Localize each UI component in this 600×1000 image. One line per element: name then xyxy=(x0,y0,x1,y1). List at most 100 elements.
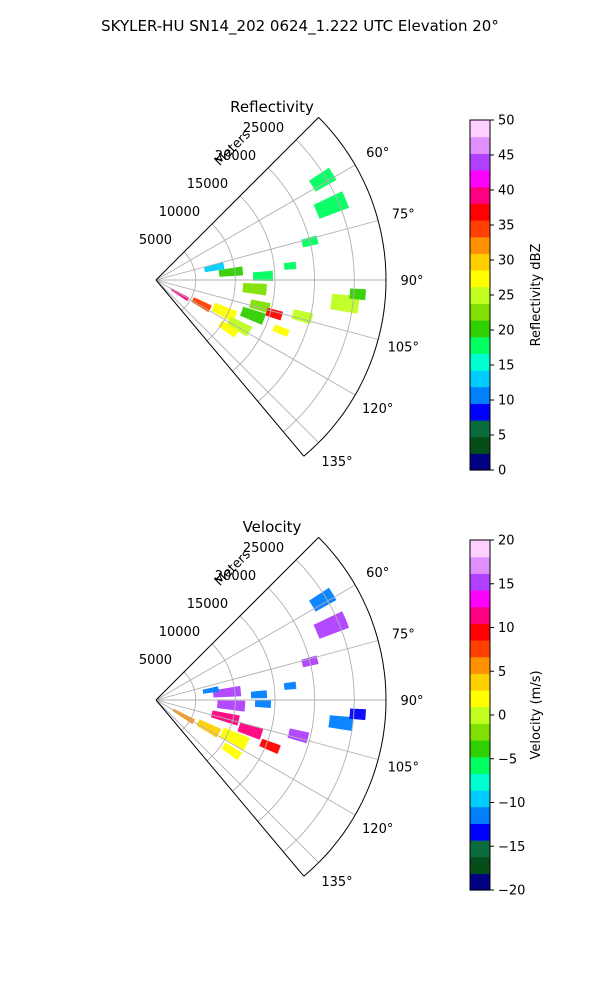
range-ring-3 xyxy=(257,167,316,402)
echo-region-9 xyxy=(202,686,219,694)
colorbar-tick-label-5: 25 xyxy=(498,289,515,304)
azimuth-gridline-3 xyxy=(155,279,379,340)
range-tick-label-0: 5000 xyxy=(139,233,172,248)
range-tick-label-2: 15000 xyxy=(187,597,228,612)
velocity-title: Velocity xyxy=(243,518,302,536)
sector-outer-arc xyxy=(303,117,387,457)
echo-region-15 xyxy=(349,288,366,301)
colorbar-swatch-8 xyxy=(470,320,490,338)
colorbar-swatch-17 xyxy=(470,590,490,608)
colorbar-swatch-15 xyxy=(470,623,490,641)
range-ring-0 xyxy=(181,251,197,311)
colorbar-swatch-6 xyxy=(470,353,490,371)
azimuth-gridline-1 xyxy=(155,220,379,281)
sector-outer-arc xyxy=(303,537,387,877)
echo-region-14 xyxy=(349,708,366,721)
colorbar-swatch-19 xyxy=(470,136,490,154)
colorbar-swatch-14 xyxy=(470,640,490,658)
colorbar-swatch-5 xyxy=(470,370,490,388)
colorbar-swatch-3 xyxy=(470,403,490,421)
colorbar-swatch-9 xyxy=(470,723,490,741)
colorbar-swatch-9 xyxy=(470,303,490,321)
colorbar-swatch-14 xyxy=(470,220,490,238)
azimuth-tick-label-1: 75° xyxy=(392,628,415,643)
azimuth-tick-label-2: 90° xyxy=(400,694,423,709)
colorbar-tick-label-8: 20 xyxy=(498,534,515,549)
colorbar-tick-label-4: 0 xyxy=(498,709,506,724)
colorbar-tick-label-0: −20 xyxy=(498,884,525,899)
range-tick-label-4: 25000 xyxy=(243,541,284,556)
range-ring-3 xyxy=(257,587,316,822)
colorbar-tick-label-3: 15 xyxy=(498,359,515,374)
colorbar-tick-label-4: 20 xyxy=(498,324,515,339)
colorbar-tick-label-1: −15 xyxy=(498,840,525,855)
colorbar-tick-label-1: 5 xyxy=(498,429,506,444)
figure-suptitle: SKYLER-HU SN14_202 0624_1.222 UTC Elevat… xyxy=(101,17,499,36)
colorbar-swatch-10 xyxy=(470,706,490,724)
range-ring-1 xyxy=(206,223,236,342)
range-ring-1 xyxy=(206,643,236,762)
azimuth-gridline-0 xyxy=(155,584,356,701)
azimuth-tick-label-1: 75° xyxy=(392,208,415,223)
echo-region-19 xyxy=(283,261,297,270)
colorbar-swatch-0 xyxy=(470,873,490,891)
colorbar-tick-label-0: 0 xyxy=(498,464,506,479)
echo-region-18 xyxy=(283,681,297,690)
sector-edge-start xyxy=(155,537,319,701)
colorbar-swatch-18 xyxy=(470,153,490,171)
azimuth-gridline-5 xyxy=(155,699,319,863)
echo-region-9 xyxy=(242,283,267,296)
colorbar-swatch-11 xyxy=(470,690,490,708)
range-ring-2 xyxy=(232,615,276,792)
colorbar-tick-label-2: −10 xyxy=(498,796,525,811)
azimuth-gridline-4 xyxy=(155,279,356,396)
echo-region-4 xyxy=(218,320,239,338)
range-tick-label-4: 25000 xyxy=(243,121,284,136)
azimuth-gridline-4 xyxy=(155,699,356,816)
range-ring-0 xyxy=(181,671,197,731)
echo-region-10 xyxy=(254,700,271,708)
colorbar-swatch-2 xyxy=(470,420,490,438)
azimuth-tick-label-0: 60° xyxy=(366,566,389,581)
colorbar-swatch-18 xyxy=(470,573,490,591)
azimuth-gridline-3 xyxy=(155,699,379,760)
azimuth-tick-label-5: 135° xyxy=(321,875,352,890)
colorbar-tick-label-8: 40 xyxy=(498,184,515,199)
echo-region-11 xyxy=(203,262,225,273)
echo-region-18 xyxy=(309,167,337,192)
echo-region-6 xyxy=(259,738,281,754)
echo-region-8 xyxy=(272,324,290,337)
azimuth-tick-label-2: 90° xyxy=(400,274,423,289)
echo-region-7 xyxy=(216,700,246,712)
colorbar-swatch-10 xyxy=(470,286,490,304)
colorbar-swatch-12 xyxy=(470,253,490,271)
colorbar-tick-label-7: 35 xyxy=(498,219,515,234)
velocity-panel: Velocity 60° 75° 90° 105° 120° 135° 5000 10000 1… xyxy=(139,518,424,890)
colorbar-swatch-5 xyxy=(470,790,490,808)
azimuth-gridline-1 xyxy=(155,640,379,701)
echo-region-10 xyxy=(218,266,244,277)
colorbar-swatch-0 xyxy=(470,453,490,471)
azimuth-tick-label-3: 105° xyxy=(388,760,419,775)
colorbar-swatch-12 xyxy=(470,673,490,691)
range-tick-label-3: 20000 xyxy=(215,569,256,584)
azimuth-gridline-0 xyxy=(155,164,356,281)
colorbar-tick-label-5: 5 xyxy=(498,665,506,680)
reflectivity-colorbar: 0 5 10 15 20 25 30 35 40 45 50 Reflectivity dBZ xyxy=(469,114,544,479)
colorbar-swatch-19 xyxy=(470,556,490,574)
echo-region-11 xyxy=(250,690,267,699)
sector-edge-start xyxy=(155,117,319,281)
colorbar-swatch-13 xyxy=(470,656,490,674)
range-ring-4 xyxy=(283,559,355,853)
azimuth-gridline-5 xyxy=(155,279,319,443)
colorbar-tick-label-6: 30 xyxy=(498,254,515,269)
echo-region-5 xyxy=(240,306,266,325)
echo-region-1 xyxy=(196,719,222,738)
azimuth-tick-label-5: 135° xyxy=(321,455,352,470)
colorbar-swatch-16 xyxy=(470,186,490,204)
colorbar-swatch-1 xyxy=(470,436,490,454)
range-ring-4 xyxy=(283,139,355,433)
colorbar-swatch-15 xyxy=(470,203,490,221)
colorbar-swatch-4 xyxy=(470,806,490,824)
range-tick-label-1: 10000 xyxy=(159,625,200,640)
